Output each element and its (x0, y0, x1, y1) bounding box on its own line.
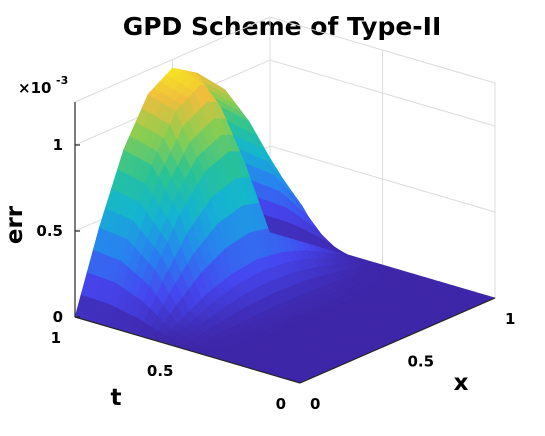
y-tick-label: 0.5 (147, 362, 174, 380)
chart-title: GPD Scheme of Type-II (123, 12, 442, 41)
z-tick-label: 0.5 (36, 222, 63, 240)
axes: 0 0.5 1 0 0.5 1 0 0.5 1 (36, 102, 515, 413)
x-axis-line (299, 297, 496, 384)
x-tick-label: 0.5 (408, 353, 435, 371)
axis-labels: err t x (2, 205, 469, 411)
x-tick-label: 0 (310, 395, 320, 413)
y-tick-label: 1 (51, 329, 61, 347)
z-multiplier: ×10 -3 (18, 74, 68, 97)
z-multiplier-base: ×10 (18, 79, 51, 97)
z-tick-label: 1 (53, 136, 63, 154)
x-axis-label: x (454, 370, 469, 396)
z-axis-label: err (2, 205, 28, 244)
y-axis-line (74, 316, 301, 384)
y-axis-label: t (111, 385, 122, 411)
error-surface (74, 67, 496, 384)
y-tick-label: 0 (276, 395, 286, 413)
z-multiplier-exponent: -3 (56, 74, 68, 87)
z-tick-label: 0 (53, 308, 63, 326)
wall-grid-line (74, 16, 496, 103)
x-tick-label: 1 (505, 310, 515, 328)
